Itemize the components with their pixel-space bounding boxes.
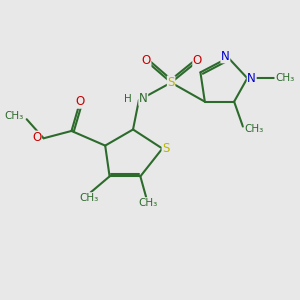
Text: CH₃: CH₃ bbox=[138, 198, 157, 208]
Text: O: O bbox=[76, 95, 85, 108]
Text: N: N bbox=[221, 50, 230, 63]
Text: S: S bbox=[162, 142, 169, 155]
Text: O: O bbox=[32, 131, 41, 144]
Text: N: N bbox=[139, 92, 148, 105]
Text: H: H bbox=[124, 94, 132, 104]
Text: CH₃: CH₃ bbox=[275, 73, 294, 83]
Text: CH₃: CH₃ bbox=[4, 111, 24, 121]
Text: CH₃: CH₃ bbox=[244, 124, 264, 134]
Text: N: N bbox=[247, 72, 256, 85]
Text: CH₃: CH₃ bbox=[80, 193, 99, 203]
Text: O: O bbox=[193, 54, 202, 67]
Text: O: O bbox=[142, 54, 151, 67]
Text: S: S bbox=[167, 76, 175, 89]
